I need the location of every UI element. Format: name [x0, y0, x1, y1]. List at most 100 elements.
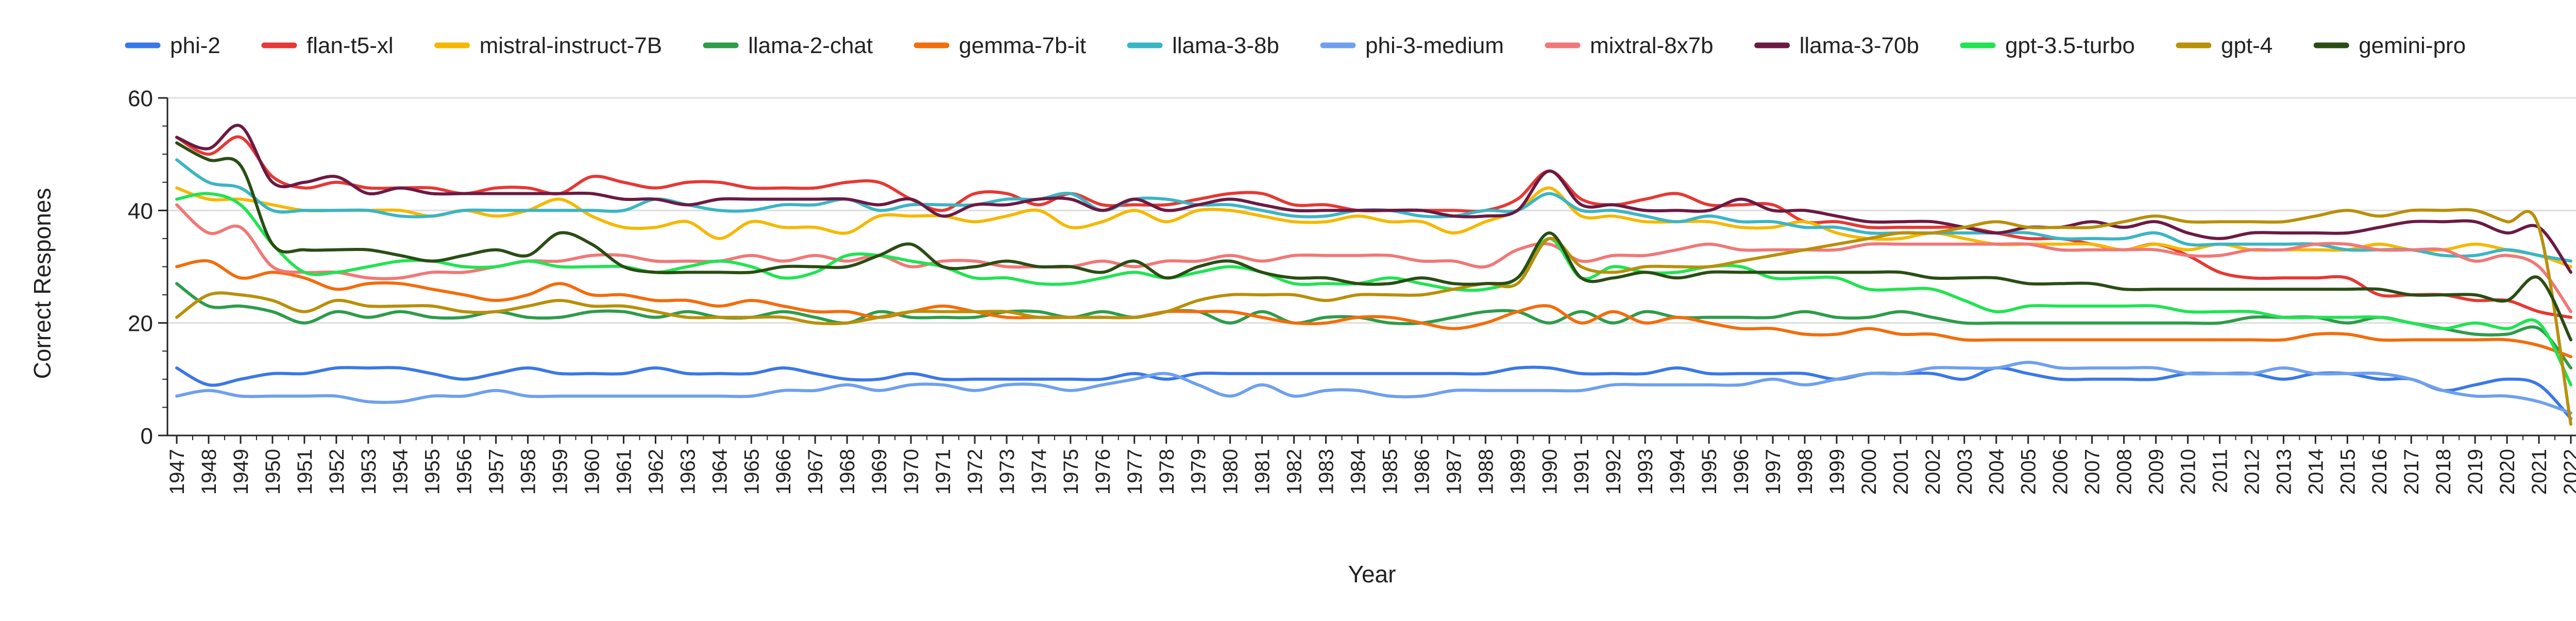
- legend-label: llama-3-70b: [1800, 33, 1919, 58]
- x-tick-label: 1952: [326, 449, 348, 495]
- series-line-phi-3-medium: [175, 361, 2572, 415]
- x-tick-label: 1965: [740, 449, 763, 495]
- x-tick-label: 1997: [1762, 449, 1785, 495]
- x-tick-label: 1949: [230, 449, 252, 495]
- x-tick-label: 2020: [2496, 449, 2519, 495]
- y-tick-label: 0: [141, 424, 153, 449]
- legend-item-llama-3-8b: llama-3-8b: [1127, 33, 1279, 58]
- x-tick-label: 2007: [2081, 449, 2104, 495]
- x-tick-label: 2012: [2241, 449, 2263, 495]
- legend-label: gpt-4: [2221, 33, 2273, 58]
- x-tick-label: 2002: [1922, 449, 1944, 495]
- x-tick-label: 1972: [964, 449, 987, 495]
- legend-item-llama-2-chat: llama-2-chat: [703, 33, 873, 58]
- series-line-mistral-instruct-7B: [175, 186, 2572, 268]
- x-tick-label: 1960: [581, 449, 603, 495]
- series-lines: [175, 124, 2572, 426]
- x-tick-label: 2000: [1858, 449, 1880, 495]
- legend-item-flan-t5-xl: flan-t5-xl: [261, 33, 394, 58]
- x-tick-label: 1979: [1188, 449, 1210, 495]
- x-tick-label: 1961: [613, 449, 635, 495]
- x-tick-label: 1975: [1060, 449, 1082, 495]
- legend-label: mistral-instruct-7B: [480, 33, 663, 58]
- gridlines: [167, 97, 2576, 437]
- x-tick-label: 2008: [2113, 449, 2136, 495]
- x-tick-label: 1966: [772, 449, 795, 495]
- x-tick-label: 2004: [1986, 449, 2008, 495]
- x-tick-label: 1954: [389, 449, 412, 495]
- legend-item-llama-3-70b: llama-3-70b: [1754, 33, 1919, 58]
- x-tick-label: 1999: [1826, 449, 1849, 495]
- legend-label: llama-3-8b: [1172, 33, 1279, 58]
- legend-label: phi-2: [170, 33, 221, 58]
- x-tick-label: 1948: [198, 449, 221, 495]
- x-tick-label: 2018: [2432, 449, 2455, 495]
- y-tick-label: 20: [128, 311, 153, 337]
- y-axis-label: Correct Respones: [29, 188, 56, 379]
- x-tick-label: 1976: [1092, 449, 1114, 495]
- legend: phi-2 flan-t5-xl mistral-instruct-7B llama-…: [125, 33, 2466, 58]
- legend-item-phi-3-medium: phi-3-medium: [1320, 33, 1504, 58]
- x-tick-label: 1986: [1411, 449, 1433, 495]
- legend-item-gemini-pro: gemini-pro: [2313, 33, 2466, 58]
- x-tick-label: 2022: [2560, 449, 2576, 495]
- x-tick-label: 1964: [708, 449, 731, 495]
- x-tick-label: 2013: [2273, 449, 2295, 495]
- x-tick-label: 1998: [1794, 449, 1817, 495]
- legend-label: phi-3-medium: [1365, 33, 1504, 58]
- x-tick-label: 1973: [996, 449, 1019, 495]
- x-tick-label: 2019: [2464, 449, 2487, 495]
- y-tick-label: 60: [128, 86, 153, 111]
- x-tick-label: 2009: [2145, 449, 2168, 495]
- x-tick-label: 1969: [868, 449, 891, 495]
- legend-item-gpt-4: gpt-4: [2176, 33, 2273, 58]
- x-tick-label: 2021: [2528, 449, 2551, 495]
- x-tick-label: 2014: [2304, 449, 2327, 495]
- x-tick-label: 1991: [1570, 449, 1593, 495]
- x-tick-label: 2006: [2049, 449, 2072, 495]
- x-tick-label: 1987: [1443, 449, 1465, 495]
- x-tick-label: 1984: [1347, 449, 1370, 495]
- x-tick-label: 1990: [1538, 449, 1561, 495]
- x-tick-label: 1968: [836, 449, 859, 495]
- x-tick-label: 1996: [1730, 449, 1753, 495]
- x-tick-label: 1995: [1698, 449, 1721, 495]
- x-tick-label: 1951: [294, 449, 316, 495]
- x-tick-label: 1947: [166, 449, 189, 495]
- x-tick-label: 1963: [676, 449, 699, 495]
- legend-item-gemma-7b-it: gemma-7b-it: [913, 33, 1086, 58]
- legend-label: llama-2-chat: [748, 33, 873, 58]
- x-tick-label: 1962: [645, 449, 667, 495]
- legend-item-mistral-instruct-7B: mistral-instruct-7B: [434, 33, 663, 58]
- x-tick-label: 1981: [1251, 449, 1274, 495]
- legend-label: mixtral-8x7b: [1590, 33, 1714, 58]
- x-tick-label: 1970: [900, 449, 923, 495]
- x-tick-label: 1980: [1219, 449, 1242, 495]
- x-tick-label: 1958: [517, 449, 540, 495]
- x-tick-label: 1978: [1156, 449, 1178, 495]
- x-tick-label: 2010: [2177, 449, 2199, 495]
- x-tick-label: 1977: [1124, 449, 1146, 495]
- legend-item-mixtral-8x7b: mixtral-8x7b: [1545, 33, 1714, 58]
- series-line-mixtral-8x7b: [175, 203, 2572, 313]
- x-tick-label: 2001: [1890, 449, 1912, 495]
- x-tick-label: 1983: [1315, 449, 1338, 495]
- legend-item-gpt-3.5-turbo: gpt-3.5-turbo: [1960, 33, 2135, 58]
- x-axis-label: Year: [1348, 561, 1396, 588]
- x-tick-label: 1967: [804, 449, 827, 495]
- series-line-gemini-pro: [175, 141, 2572, 342]
- series-line-llama-2-chat: [175, 282, 2572, 370]
- x-tick-label: 2005: [2018, 449, 2040, 495]
- x-tick-label: 1971: [932, 449, 955, 495]
- x-tick-label: 1959: [549, 449, 572, 495]
- x-tick-label: 1982: [1283, 449, 1306, 495]
- x-tick-label: 1994: [1666, 449, 1689, 495]
- x-tick-label: 1974: [1028, 449, 1050, 495]
- x-tick-label: 2003: [1954, 449, 1976, 495]
- legend-label: gpt-3.5-turbo: [2005, 33, 2135, 58]
- legend-label: gemma-7b-it: [959, 33, 1086, 58]
- legend-label: gemini-pro: [2359, 33, 2466, 58]
- x-tick-label: 1956: [453, 449, 476, 495]
- x-tick-label: 2015: [2336, 449, 2359, 495]
